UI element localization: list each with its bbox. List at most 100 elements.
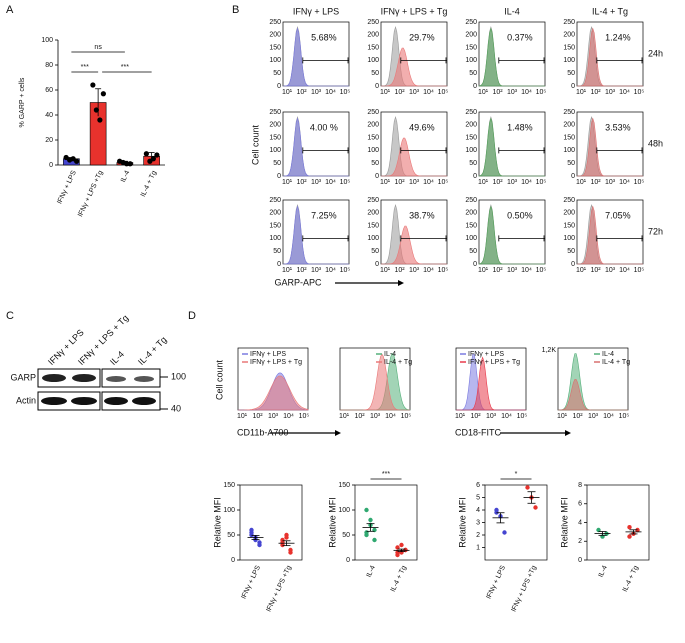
blot-band <box>106 376 126 382</box>
y-tick-label: 200 <box>269 122 281 129</box>
y-tick-label: 250 <box>367 109 379 116</box>
x-tick-label: 10⁴ <box>423 179 434 186</box>
y-tick-label: 1 <box>476 544 480 551</box>
x-tick-label: 10¹ <box>478 179 489 186</box>
x-tick-label: IL-4 <box>598 565 609 579</box>
x-tick-label: 10² <box>492 267 503 274</box>
y-tick-label: 100 <box>563 147 575 154</box>
lane-label: IL-4 <box>108 349 126 367</box>
y-tick-label: 200 <box>367 122 379 129</box>
x-tick-label: 10² <box>252 413 263 420</box>
y-tick-label: 0 <box>231 557 235 564</box>
x-tick-label: 10³ <box>588 413 599 420</box>
y-tick-label: 150 <box>465 222 477 229</box>
y-tick-label: 50 <box>273 70 281 77</box>
y-tick-label: 6 <box>476 482 480 489</box>
y-tick-label: 200 <box>563 122 575 129</box>
data-point <box>502 530 507 535</box>
y-tick-label: 100 <box>269 57 281 64</box>
x-tick-label: IL-4 <box>366 565 377 579</box>
arrow-head <box>565 430 571 436</box>
data-point <box>364 507 369 513</box>
x-tick-label: 10¹ <box>380 89 391 96</box>
x-tick-label: 10² <box>296 179 307 186</box>
histogram <box>577 117 643 177</box>
y-tick-label: 0 <box>375 83 379 90</box>
y-tick-label: 0 <box>571 173 575 180</box>
legend-label: IFNγ + LPS <box>250 351 286 358</box>
x-tick-label: 10⁴ <box>325 267 336 274</box>
band-label: GARP <box>10 372 36 382</box>
y-tick-label: 50 <box>469 248 477 255</box>
histogram <box>238 375 309 411</box>
y-tick-label: 100 <box>269 147 281 154</box>
y-tick-label: 250 <box>367 19 379 26</box>
y-axis-label: Cell count <box>250 124 260 165</box>
legend-label: IL-4 <box>602 351 614 358</box>
y-tick-label: 100 <box>367 57 379 64</box>
x-tick-label: 10⁵ <box>634 179 645 186</box>
x-tick-label: IFNγ + LPS <box>240 564 262 600</box>
y-tick-label: 150 <box>269 44 281 51</box>
y-tick-label: 150 <box>367 44 379 51</box>
marker-label: 40 <box>171 403 181 413</box>
data-point <box>127 161 133 167</box>
arrow-head <box>398 280 404 286</box>
y-tick-label: 100 <box>367 235 379 242</box>
data-point <box>627 534 632 539</box>
y-tick-label: 60 <box>45 87 53 94</box>
x-tick-label: 10⁴ <box>619 267 630 274</box>
legend-label: IL-4 + Tg <box>384 359 412 366</box>
y-tick-label: 0 <box>473 261 477 268</box>
y-tick-label: 100 <box>465 235 477 242</box>
blot-frame <box>37 368 101 388</box>
percentage: 38.7% <box>409 210 435 220</box>
y-tick-label: 50 <box>273 160 281 167</box>
blot-band <box>71 397 97 405</box>
x-tick-label: IFNγ + LPS <box>485 564 507 600</box>
y-tick-label: 100 <box>563 57 575 64</box>
x-tick-label: 10³ <box>605 267 616 274</box>
y-tick-label: 0 <box>346 557 350 564</box>
x-tick-label: 10⁵ <box>340 179 351 186</box>
y-tick-label: 100 <box>223 507 235 514</box>
blot-band <box>42 374 66 382</box>
legend-label: IL-4 <box>384 351 396 358</box>
y-tick-label: 50 <box>567 248 575 255</box>
plot-frame <box>586 484 650 561</box>
y-tick-label: 50 <box>567 70 575 77</box>
x-tick-label: 10¹ <box>380 179 391 186</box>
lane-label: IL-4 + Tg <box>136 334 169 367</box>
y-tick-label: 100 <box>41 37 53 44</box>
panel-label: A <box>6 4 14 16</box>
legend-label: IFNγ + LPS <box>468 351 504 358</box>
x-tick-label: 10² <box>470 413 481 420</box>
y-tick-label: 200 <box>563 32 575 39</box>
x-tick-label: IFNγ + LPS +Tg <box>77 170 105 219</box>
histogram <box>478 117 545 177</box>
x-tick-label: 10⁵ <box>438 89 449 96</box>
data-point <box>596 527 601 533</box>
significance-label: *** <box>382 471 390 478</box>
histogram <box>577 27 643 87</box>
y-tick-label: 50 <box>273 248 281 255</box>
y-axis-label: % GARP + cells <box>19 77 26 127</box>
y-tick-label: 2 <box>578 538 582 545</box>
x-tick-label: 10² <box>590 179 601 186</box>
y-tick-label: 50 <box>469 160 477 167</box>
y-axis-label: Relative MFI <box>559 497 569 548</box>
data-point <box>93 107 99 113</box>
x-tick-label: 10⁵ <box>438 179 449 186</box>
x-tick-label: 10¹ <box>557 413 568 420</box>
y-tick-label: 100 <box>465 57 477 64</box>
x-tick-label: 10¹ <box>237 413 248 420</box>
x-tick-label: 10³ <box>311 267 322 274</box>
x-tick-label: 10⁵ <box>536 267 547 274</box>
x-tick-label: 10³ <box>409 179 420 186</box>
data-point <box>395 550 400 555</box>
data-point <box>525 485 530 490</box>
y-tick-label: 50 <box>371 70 379 77</box>
y-tick-label: 2 <box>476 532 480 539</box>
x-tick-label: 10¹ <box>339 413 350 420</box>
